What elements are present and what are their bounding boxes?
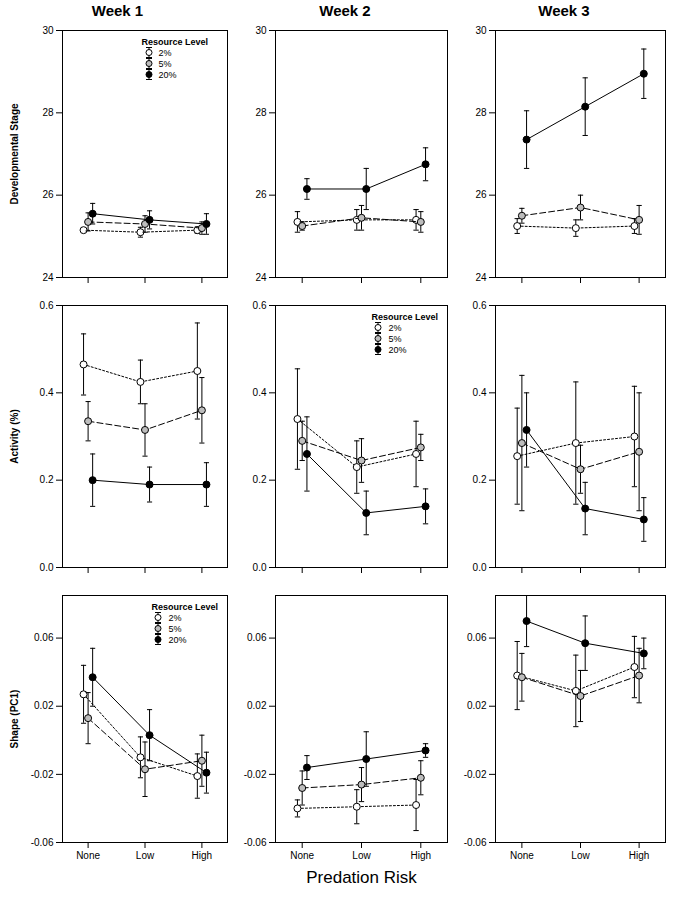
svg-text:None: None [510, 850, 534, 861]
html-text:2%: 2% [158, 47, 172, 58]
svg-text:26: 26 [475, 189, 487, 200]
svg-text:0.06: 0.06 [34, 632, 54, 643]
svg-text:Predation Risk: Predation Risk [306, 868, 417, 887]
html-text:Week 1: Week 1 [91, 2, 144, 19]
html-text:20%: 20% [158, 69, 177, 80]
html-text:Week 2: Week 2 [319, 2, 371, 19]
html-text:5%: 5% [158, 58, 172, 69]
svg-text:-0.06: -0.06 [31, 837, 54, 848]
svg-text:0.06: 0.06 [467, 632, 487, 643]
html-text:20%: 20% [168, 634, 187, 645]
svg-text:0.0: 0.0 [473, 562, 487, 573]
svg-text:28: 28 [255, 107, 267, 118]
svg-text:24: 24 [42, 272, 54, 283]
svg-text:Low: Low [352, 850, 371, 861]
svg-text:30: 30 [255, 25, 267, 36]
svg-text:High: High [411, 850, 432, 861]
svg-text:0.2: 0.2 [473, 474, 487, 485]
html-text:Resource Level: Resource Level [371, 312, 438, 322]
html-text:Resource Level: Resource Level [151, 602, 218, 612]
svg-text:-0.06: -0.06 [464, 837, 487, 848]
svg-text:0.0: 0.0 [253, 562, 267, 573]
svg-text:0.4: 0.4 [40, 387, 54, 398]
html-text:20%: 20% [388, 344, 407, 355]
svg-text:0.2: 0.2 [253, 474, 267, 485]
svg-text:Low: Low [136, 850, 155, 861]
svg-text:-0.06: -0.06 [244, 837, 267, 848]
html-text:5%: 5% [168, 623, 182, 634]
svg-text:Activity (%): Activity (%) [9, 409, 20, 463]
svg-text:30: 30 [42, 25, 54, 36]
svg-text:0.4: 0.4 [253, 387, 267, 398]
svg-text:None: None [76, 850, 100, 861]
html-text:2%: 2% [168, 612, 182, 623]
svg-text:28: 28 [42, 107, 54, 118]
svg-text:0.6: 0.6 [253, 300, 267, 311]
svg-text:24: 24 [255, 272, 267, 283]
svg-text:0.4: 0.4 [473, 387, 487, 398]
svg-text:None: None [290, 850, 314, 861]
svg-text:High: High [629, 850, 650, 861]
svg-text:-0.02: -0.02 [244, 769, 267, 780]
svg-text:Low: Low [571, 850, 590, 861]
html-text:Resource Level: Resource Level [141, 37, 208, 47]
html-text:5%: 5% [388, 333, 402, 344]
svg-text:0.0: 0.0 [40, 562, 54, 573]
svg-text:0.02: 0.02 [467, 700, 487, 711]
svg-text:0.06: 0.06 [247, 632, 267, 643]
svg-text:0.6: 0.6 [40, 300, 54, 311]
svg-text:Shape (PC1): Shape (PC1) [9, 690, 20, 749]
svg-text:-0.02: -0.02 [31, 769, 54, 780]
svg-text:0.6: 0.6 [473, 300, 487, 311]
svg-text:Developmental Stage: Developmental Stage [9, 103, 20, 205]
svg-text:0.02: 0.02 [247, 700, 267, 711]
svg-text:High: High [192, 850, 213, 861]
html-text:Week 3: Week 3 [538, 2, 590, 19]
html-text:2%: 2% [388, 322, 402, 333]
svg-text:26: 26 [42, 189, 54, 200]
svg-text:-0.02: -0.02 [464, 769, 487, 780]
svg-text:0.2: 0.2 [40, 474, 54, 485]
svg-text:26: 26 [255, 189, 267, 200]
svg-text:28: 28 [475, 107, 487, 118]
svg-text:30: 30 [475, 25, 487, 36]
svg-text:0.02: 0.02 [34, 700, 54, 711]
svg-text:24: 24 [475, 272, 487, 283]
